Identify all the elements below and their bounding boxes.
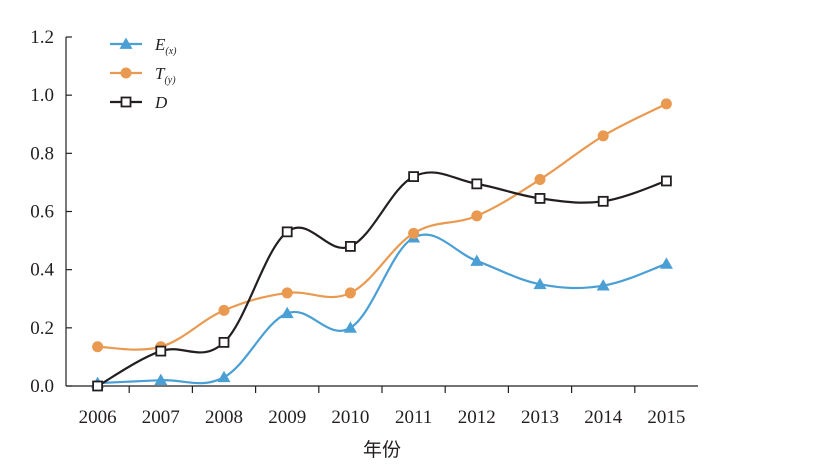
legend-marker: [120, 67, 132, 79]
legend-label: E(x): [154, 35, 177, 57]
x-tick-label: 2006: [79, 407, 117, 428]
data-point: [218, 336, 230, 348]
series-d: [92, 171, 672, 392]
data-point: [344, 240, 356, 252]
y-tick-label: 0.6: [30, 202, 54, 223]
data-point: [92, 341, 104, 353]
y-tick-label: 0.0: [30, 376, 54, 397]
x-tick-label: 2014: [584, 407, 623, 428]
series-layer: [91, 98, 673, 392]
y-tick-label: 0.4: [30, 260, 54, 281]
data-point: [280, 306, 294, 319]
legend-marker: [119, 37, 133, 49]
data-point: [471, 210, 483, 222]
data-point: [470, 254, 484, 266]
data-point: [471, 178, 483, 190]
legend-item: E(x): [110, 35, 177, 57]
data-point: [343, 321, 357, 333]
data-point: [533, 277, 547, 290]
data-point: [281, 226, 293, 238]
data-point: [408, 171, 420, 183]
data-point: [597, 130, 609, 142]
x-tick-label: 2010: [331, 407, 369, 428]
data-point: [154, 373, 168, 386]
data-point: [534, 174, 546, 186]
x-tick-label: 2008: [205, 407, 243, 428]
x-tick-label: 2007: [142, 407, 180, 428]
data-point: [217, 370, 231, 383]
x-tick-label: 2013: [521, 407, 559, 428]
y-tick-label: 0.8: [30, 143, 54, 164]
x-tick-label: 2015: [647, 407, 685, 428]
data-point: [661, 175, 672, 187]
data-point: [344, 287, 356, 299]
series-line: [97, 102, 667, 351]
x-tick-label: 2011: [395, 407, 432, 428]
data-point: [408, 227, 420, 239]
y-tick-label: 1.2: [30, 27, 54, 48]
data-point: [281, 287, 293, 299]
x-axis-title: 年份: [363, 439, 401, 461]
data-point: [597, 195, 609, 207]
series-e: [91, 231, 673, 388]
data-point: [659, 257, 673, 269]
legend-label: T(y): [155, 64, 176, 86]
data-point: [596, 279, 610, 291]
y-tick-label: 1.0: [30, 85, 54, 106]
y-tick-label: 0.2: [30, 318, 54, 339]
x-tick-label: 2009: [268, 407, 306, 428]
data-point: [92, 380, 103, 392]
legend-item: T(y): [110, 64, 176, 86]
data-point: [660, 98, 672, 110]
series-line: [97, 171, 667, 387]
data-point: [218, 304, 230, 316]
legend-marker: [120, 96, 132, 108]
series-line: [97, 233, 667, 385]
legend: E(x) T(y) D: [110, 35, 177, 112]
legend-label: D: [154, 93, 168, 112]
data-point: [155, 345, 167, 357]
x-tick-label: 2012: [458, 407, 496, 428]
series-t: [92, 98, 672, 353]
legend-item: D: [110, 93, 168, 112]
data-point: [534, 193, 546, 204]
y-ticks: 0.0 0.2 0.4 0.6 0.8 1.0 1.2: [30, 27, 72, 397]
x-ticks: 2006 2007 2008 2009 2010 2011 2012 2013 2014 2015: [79, 386, 685, 428]
